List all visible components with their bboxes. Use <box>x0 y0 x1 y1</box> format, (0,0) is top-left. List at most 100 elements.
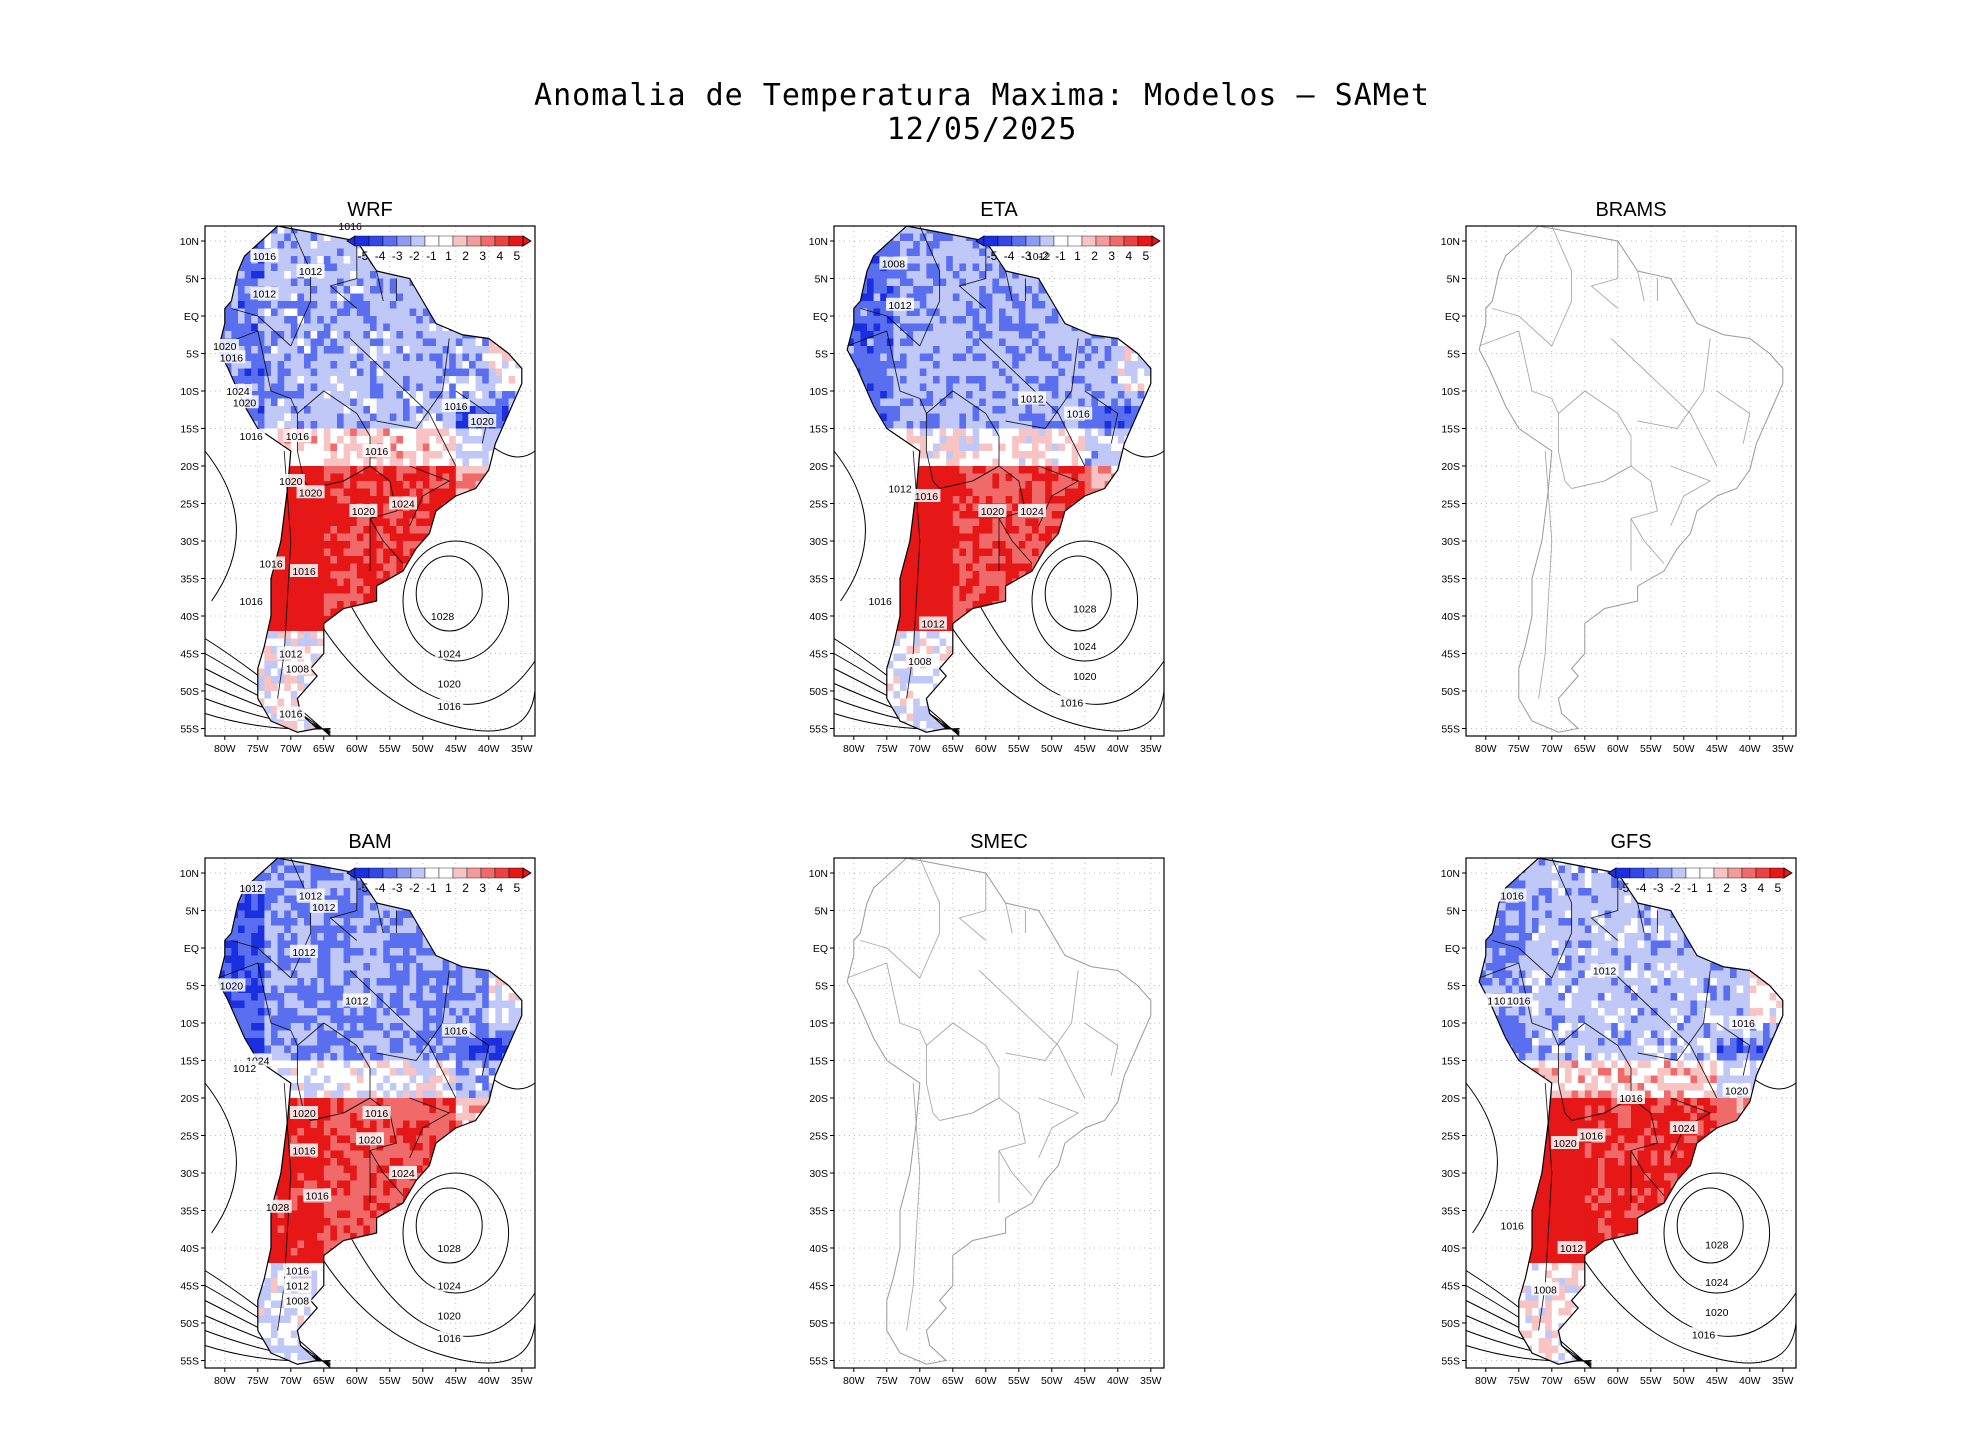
anomaly-cell <box>449 578 457 587</box>
anomaly-cell <box>323 443 331 452</box>
anomaly-cell <box>304 293 312 302</box>
anomaly-cell <box>264 571 272 579</box>
anomaly-cell <box>409 593 417 602</box>
anomaly-cell <box>284 601 292 609</box>
anomaly-cell <box>1104 368 1112 377</box>
anomaly-cell <box>284 683 292 692</box>
anomaly-cell <box>290 518 298 527</box>
anomaly-cell <box>323 601 331 609</box>
anomaly-cell <box>966 301 974 309</box>
anomaly-cell <box>403 631 411 639</box>
anomaly-cell <box>218 368 226 377</box>
anomaly-cell <box>376 676 384 684</box>
anomaly-cell <box>455 586 463 594</box>
anomaly-cell <box>205 631 212 639</box>
anomaly-cell <box>231 248 239 257</box>
anomaly-cell <box>522 661 529 669</box>
anomaly-cell <box>1124 361 1132 369</box>
anomaly-cell <box>462 338 470 347</box>
anomaly-cell <box>224 593 232 602</box>
anomaly-cell <box>906 353 914 362</box>
anomaly-cell <box>449 376 457 384</box>
anomaly-cell <box>886 376 894 384</box>
anomaly-cell <box>1038 353 1046 362</box>
anomaly-cell <box>238 226 246 234</box>
anomaly-cell <box>834 309 841 317</box>
anomaly-cell <box>264 488 272 497</box>
anomaly-cell <box>515 488 522 497</box>
anomaly-cell <box>959 248 967 257</box>
anomaly-cell <box>502 706 510 714</box>
country-border <box>369 518 404 564</box>
anomaly-cell <box>449 391 457 399</box>
anomaly-cell <box>403 646 411 654</box>
anomaly-cell <box>1111 301 1119 309</box>
anomaly-cell <box>356 368 364 377</box>
anomaly-cell <box>218 226 226 234</box>
anomaly-cell <box>218 496 219 504</box>
anomaly-cell <box>952 293 960 302</box>
anomaly-cell <box>999 293 1007 302</box>
anomaly-cell <box>429 368 437 377</box>
anomaly-cell <box>238 638 246 647</box>
anomaly-cell <box>860 346 868 354</box>
anomaly-cell <box>323 541 331 549</box>
anomaly-cell <box>469 623 477 632</box>
anomaly-cell <box>264 308 272 317</box>
anomaly-cell <box>290 526 298 534</box>
anomaly-cell <box>429 496 437 504</box>
anomaly-cell <box>886 278 894 287</box>
anomaly-cell <box>886 353 894 362</box>
anomaly-cell <box>913 421 921 429</box>
anomaly-cell <box>495 481 503 489</box>
anomaly-cell <box>488 473 496 482</box>
anomaly-cell <box>847 398 848 407</box>
anomaly-cell <box>416 361 424 369</box>
anomaly-cell <box>482 488 490 497</box>
anomaly-cell <box>251 361 259 369</box>
anomaly-cell <box>1104 383 1112 392</box>
anomaly-cell <box>1058 293 1066 302</box>
anomaly-cell <box>310 346 318 354</box>
anomaly-cell <box>469 548 477 557</box>
anomaly-cell <box>462 451 470 459</box>
anomaly-cell <box>264 233 272 242</box>
anomaly-cell <box>383 548 391 557</box>
anomaly-cell <box>992 368 1000 377</box>
anomaly-cell <box>323 233 331 242</box>
anomaly-cell <box>926 233 934 242</box>
anomaly-cell <box>317 518 325 527</box>
anomaly-cell <box>396 406 404 414</box>
anomaly-cell <box>1038 376 1046 384</box>
anomaly-cell <box>403 301 411 309</box>
anomaly-cell <box>522 541 529 549</box>
anomaly-cell <box>277 526 285 534</box>
anomaly-cell <box>231 443 239 452</box>
anomaly-cell <box>396 323 404 332</box>
anomaly-cell <box>290 578 298 587</box>
anomaly-cell <box>304 338 312 347</box>
anomaly-cell <box>1117 263 1125 272</box>
anomaly-cell <box>244 263 252 272</box>
lon-tick-label: 40W <box>478 743 500 755</box>
anomaly-cell <box>343 368 351 377</box>
anomaly-cell <box>244 233 252 242</box>
anomaly-cell <box>396 271 404 279</box>
anomaly-cell <box>979 338 987 347</box>
anomaly-cell <box>508 586 516 594</box>
anomaly-cell <box>370 646 378 654</box>
anomaly-cell <box>310 361 318 369</box>
anomaly-cell <box>370 668 378 677</box>
anomaly-cell <box>304 391 312 399</box>
anomaly-cell <box>495 488 503 497</box>
anomaly-cell <box>933 368 941 377</box>
anomaly-cell <box>297 331 305 339</box>
anomaly-cell <box>317 593 325 602</box>
anomaly-cell <box>356 563 364 572</box>
anomaly-cell <box>1071 316 1079 324</box>
anomaly-cell <box>350 631 358 639</box>
anomaly-cell <box>1078 346 1086 354</box>
anomaly-cell <box>297 301 305 309</box>
anomaly-cell <box>1065 226 1073 234</box>
anomaly-cell <box>231 713 239 722</box>
